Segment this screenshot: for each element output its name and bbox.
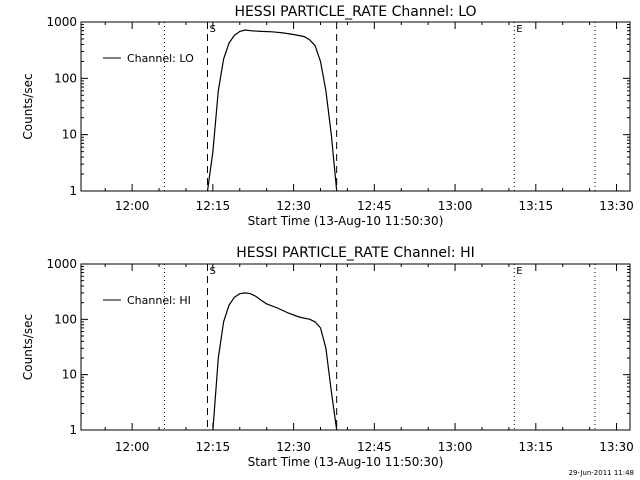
chart-panel-1: HESSI PARTICLE_RATE Channel: HI 1 10 100 100… [21, 245, 634, 469]
chart-title: HESSI PARTICLE_RATE Channel: HI [236, 245, 474, 261]
time-marker-label: S [209, 24, 215, 35]
x-tick-label: 13:00 [438, 199, 473, 213]
y-axis-label: Counts/sec [21, 314, 35, 380]
y-tick-label: 100 [54, 312, 77, 326]
plot-frame [80, 21, 631, 192]
y-tick-label: 1 [69, 423, 77, 437]
x-tick-label: 12:30 [276, 440, 311, 454]
x-axis-label: Start Time (13-Aug-10 11:50:30) [248, 455, 444, 469]
legend-label: Channel: HI [127, 294, 191, 307]
y-tick-label: 1 [69, 184, 77, 198]
footer-timestamp: 29-Jun-2011 11:48 [568, 469, 635, 477]
x-tick-label: 12:45 [357, 440, 392, 454]
y-tick-label: 1000 [46, 257, 77, 271]
x-axis-label: Start Time (13-Aug-10 11:50:30) [248, 214, 444, 228]
y-tick-label: 1000 [46, 15, 77, 29]
x-tick-label: 12:30 [276, 199, 311, 213]
x-tick-label: 13:00 [438, 440, 473, 454]
chart-title: HESSI PARTICLE_RATE Channel: LO [234, 4, 476, 20]
x-tick-label: 12:15 [196, 440, 231, 454]
time-marker-label: E [516, 266, 522, 277]
y-tick-label: 100 [54, 71, 77, 85]
x-tick-label: 13:15 [519, 199, 554, 213]
time-marker-label: E [516, 24, 522, 35]
y-axis-label: Counts/sec [21, 73, 35, 139]
x-tick-label: 12:45 [357, 199, 392, 213]
time-marker-label: S [209, 266, 215, 277]
legend-label: Channel: LO [127, 52, 194, 65]
y-tick-label: 10 [62, 368, 77, 382]
series-line [212, 292, 338, 431]
x-tick-label: 13:30 [599, 199, 634, 213]
y-tick-label: 10 [62, 128, 77, 142]
x-tick-label: 12:00 [115, 440, 150, 454]
x-tick-label: 12:15 [196, 199, 231, 213]
x-tick-label: 13:30 [599, 440, 634, 454]
x-tick-label: 12:00 [115, 199, 150, 213]
series-line [206, 29, 338, 192]
chart-panel-0: HESSI PARTICLE_RATE Channel: LO 1 10 100 100… [21, 4, 634, 228]
x-tick-label: 13:15 [519, 440, 554, 454]
plot-frame [80, 263, 631, 431]
